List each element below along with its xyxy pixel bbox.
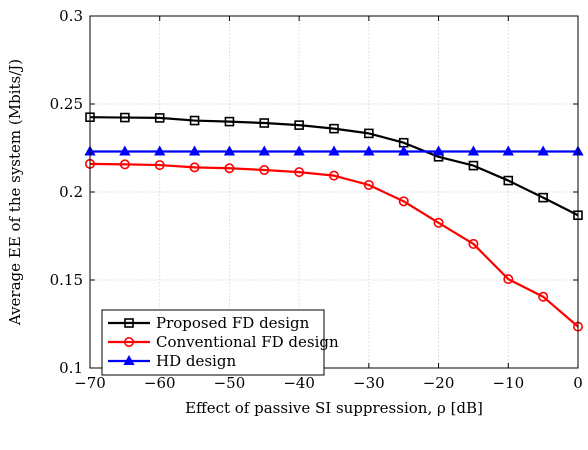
data-point-conventional-fd-design bbox=[224, 163, 235, 174]
y-tick-label: 0.2 bbox=[59, 183, 83, 201]
data-point-proposed-fd-design bbox=[468, 160, 479, 171]
data-point-hd-design bbox=[188, 145, 201, 156]
x-tick-label: −20 bbox=[423, 374, 455, 392]
data-point-hd-design bbox=[432, 145, 445, 156]
data-point-hd-design bbox=[154, 145, 166, 156]
grid-lines bbox=[90, 16, 578, 368]
data-point-conventional-fd-design bbox=[154, 160, 165, 171]
data-point-proposed-fd-design bbox=[224, 116, 235, 127]
data-point-hd-design bbox=[398, 145, 410, 156]
data-point-conventional-fd-design bbox=[433, 217, 444, 228]
x-tick-label: −70 bbox=[74, 374, 106, 392]
legend-swatch-marker bbox=[124, 318, 134, 328]
data-point-hd-design bbox=[258, 145, 270, 156]
x-tick-label: −30 bbox=[353, 374, 385, 392]
legend-swatch-marker bbox=[123, 354, 135, 365]
x-tick-label: −50 bbox=[214, 374, 246, 392]
data-point-proposed-fd-design bbox=[189, 115, 200, 126]
data-point-hd-design bbox=[502, 145, 514, 156]
data-point-proposed-fd-design bbox=[154, 113, 165, 123]
data-point-hd-design bbox=[293, 145, 305, 156]
data-point-proposed-fd-design bbox=[329, 123, 339, 134]
series-hd-design bbox=[84, 145, 584, 156]
legend-swatch-marker bbox=[124, 336, 135, 347]
data-point-hd-design bbox=[537, 145, 549, 156]
data-point-hd-design bbox=[119, 145, 131, 156]
legend-entry: Proposed FD design bbox=[108, 314, 310, 332]
x-axis-label: Effect of passive SI suppression, ρ [dB] bbox=[185, 399, 483, 417]
data-point-hd-design bbox=[223, 145, 236, 156]
data-point-proposed-fd-design bbox=[120, 112, 130, 123]
series-conventional-fd-design bbox=[85, 158, 583, 332]
y-tick-label: 0.1 bbox=[59, 359, 83, 377]
data-point-conventional-fd-design bbox=[468, 238, 479, 249]
legend-label: HD design bbox=[156, 352, 236, 370]
data-point-proposed-fd-design bbox=[503, 175, 514, 186]
data-point-hd-design bbox=[328, 145, 340, 156]
legend-label: Conventional FD design bbox=[156, 333, 339, 351]
data-point-conventional-fd-design bbox=[538, 291, 549, 302]
y-tick-label: 0.3 bbox=[59, 7, 83, 25]
data-point-conventional-fd-design bbox=[363, 179, 374, 190]
data-point-conventional-fd-design bbox=[189, 162, 200, 173]
y-tick-label: 0.25 bbox=[50, 95, 83, 113]
legend-entry: Conventional FD design bbox=[108, 333, 339, 351]
series-layer bbox=[84, 112, 584, 332]
series-proposed-fd-design bbox=[85, 112, 583, 221]
data-point-hd-design bbox=[467, 145, 480, 156]
legend-entry: HD design bbox=[108, 352, 236, 370]
legend-label: Proposed FD design bbox=[156, 314, 310, 332]
data-point-proposed-fd-design bbox=[294, 120, 304, 130]
x-tick-label: 0 bbox=[573, 374, 583, 392]
axis-ticks: −70 −60 −50 −40 −30 −20 −10 0 0.1 0.15 0.2 0.25 0.3 bbox=[50, 7, 583, 392]
data-point-proposed-fd-design bbox=[364, 128, 374, 139]
data-point-conventional-fd-design bbox=[294, 167, 305, 178]
y-axis-label: Average EE of the system (Mbits/J) bbox=[6, 59, 24, 326]
data-point-conventional-fd-design bbox=[119, 159, 130, 170]
data-point-proposed-fd-design bbox=[538, 192, 548, 203]
data-point-hd-design bbox=[363, 145, 375, 156]
y-tick-label: 0.15 bbox=[50, 271, 83, 289]
x-tick-label: −60 bbox=[144, 374, 176, 392]
data-point-proposed-fd-design bbox=[259, 118, 270, 128]
x-tick-label: −40 bbox=[283, 374, 315, 392]
series-line-conventional-fd-design bbox=[89, 162, 579, 328]
data-point-conventional-fd-design bbox=[259, 165, 270, 176]
x-tick-label: −10 bbox=[492, 374, 524, 392]
data-point-conventional-fd-design bbox=[398, 196, 409, 207]
series-line-proposed-fd-design bbox=[89, 116, 579, 217]
data-point-conventional-fd-design bbox=[503, 274, 514, 285]
data-point-conventional-fd-design bbox=[328, 170, 339, 181]
